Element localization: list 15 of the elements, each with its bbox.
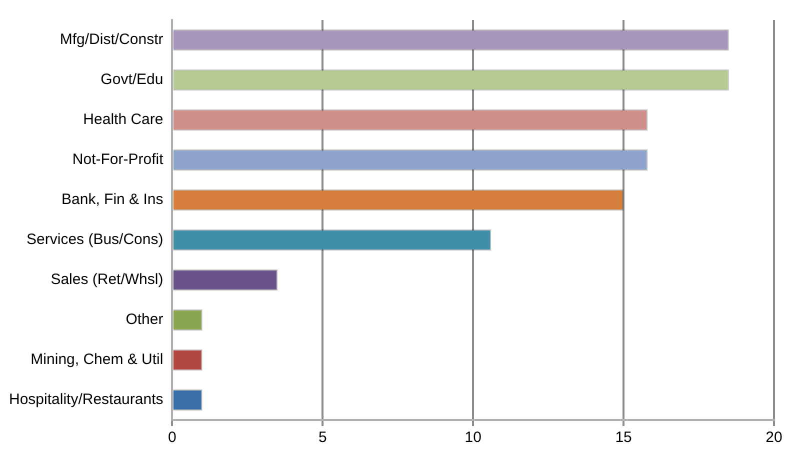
x-tick-label: 20 <box>766 429 782 446</box>
x-tick-label: 15 <box>615 429 632 446</box>
x-tick-label: 10 <box>464 429 482 446</box>
y-tick-label: Sales (Ret/Whsl) <box>50 271 164 288</box>
y-tick-label: Services (Bus/Cons) <box>26 231 164 248</box>
y-tick-label: Hospitality/Restaurants <box>9 391 164 408</box>
y-tick-label: Health Care <box>83 111 164 128</box>
y-tick-label: Not-For-Profit <box>72 151 164 168</box>
y-tick-label: Govt/Edu <box>100 71 164 88</box>
x-tick-label: 0 <box>168 429 176 446</box>
y-tick-label: Mfg/Dist/Constr <box>60 31 164 48</box>
y-tick-label: Mining, Chem & Util <box>30 351 164 368</box>
y-tick-label: Bank, Fin & Ins <box>62 191 164 208</box>
x-tick-label: 5 <box>318 429 327 446</box>
y-tick-label: Other <box>126 311 164 328</box>
